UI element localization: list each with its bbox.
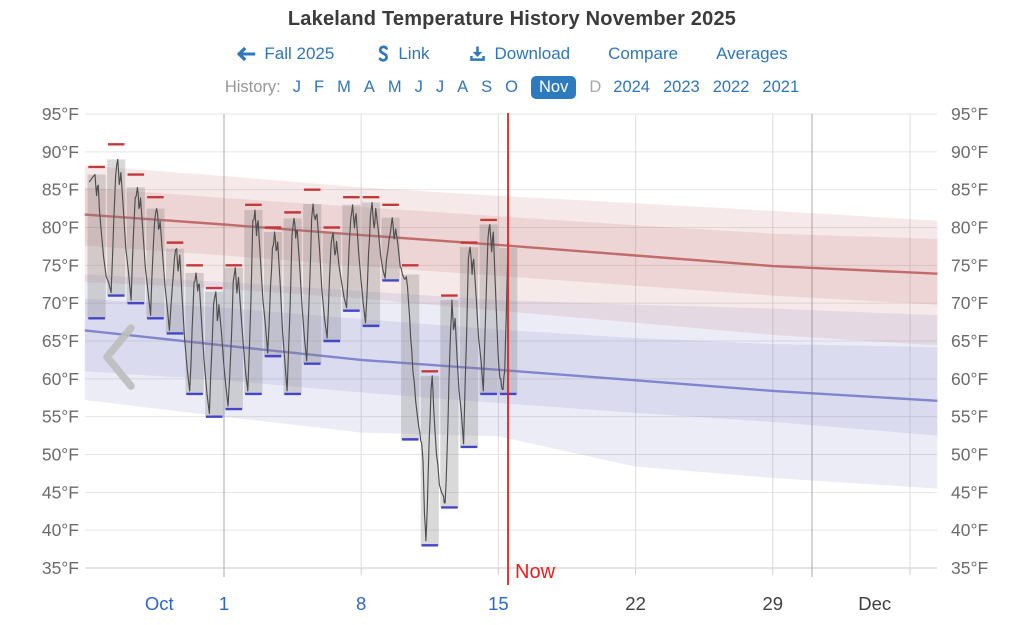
history-month-O-9[interactable]: O	[505, 78, 518, 96]
y-axis-label-left-75: 75°F	[42, 255, 79, 275]
y-axis-label-right-65: 65°F	[951, 331, 988, 351]
x-axis-label-15[interactable]: 15	[488, 593, 509, 614]
hourly-temperature-trace	[88, 158, 509, 542]
y-axis-label-right-85: 85°F	[951, 180, 988, 200]
history-month-A-7[interactable]: A	[457, 78, 469, 96]
back-arrow-icon	[236, 46, 256, 62]
history-month-A-3[interactable]: A	[363, 78, 375, 96]
daily-range-bar-Oct-30	[185, 272, 204, 394]
link-icon	[372, 45, 390, 64]
y-axis-label-left-65: 65°F	[42, 331, 79, 351]
low-temp-outer-band	[84, 274, 938, 489]
history-month-J-0[interactable]: J	[292, 78, 302, 96]
history-month-J-5[interactable]: J	[414, 78, 423, 96]
daily-range-bar-Oct-25	[87, 174, 106, 319]
history-months: J F M A M J J A S O Nov D	[292, 76, 602, 99]
history-month-D-11: D	[589, 78, 602, 96]
history-label: History:	[224, 78, 281, 96]
now-label: Now	[515, 561, 556, 583]
history-month-M-4[interactable]: M	[387, 78, 402, 96]
x-axis-label-22: 22	[625, 593, 646, 614]
link-label: Link	[398, 44, 430, 63]
daily-range-bar-Oct-31	[205, 291, 224, 417]
download-label: Download	[494, 44, 571, 63]
page-title: Lakeland Temperature History November 20…	[287, 8, 737, 30]
y-axis-label-right-35: 35°F	[951, 558, 988, 578]
averages-label: Averages	[716, 44, 788, 63]
y-axis-label-left-35: 35°F	[42, 558, 79, 578]
history-year-2024[interactable]: 2024	[613, 78, 650, 96]
daily-range-bar-Nov-2	[244, 210, 263, 394]
y-axis-label-right-60: 60°F	[951, 369, 988, 389]
average-low-line	[84, 329, 938, 402]
x-axis-label-1[interactable]: 1	[219, 593, 229, 614]
high-temp-outer-band	[84, 165, 938, 346]
x-axis-label-Oct[interactable]: Oct	[145, 593, 174, 614]
y-axis-label-left-50: 50°F	[42, 445, 79, 465]
daily-range-bar-Oct-26	[107, 159, 126, 296]
y-axis-label-right-50: 50°F	[951, 445, 988, 465]
daily-range-bar-Nov-12	[440, 300, 459, 508]
daily-range-bar-Nov-5	[303, 204, 322, 364]
history-month-Nov-10[interactable]: Nov	[531, 76, 577, 99]
y-axis-label-left-70: 70°F	[42, 293, 79, 313]
y-axis-label-right-55: 55°F	[951, 407, 988, 427]
x-axis-label-Dec: Dec	[858, 593, 891, 614]
prev-season-label: Fall 2025	[264, 44, 335, 63]
prev-season-link[interactable]: Fall 2025	[236, 44, 334, 64]
daily-range-bar-Nov-4	[283, 218, 302, 394]
compare-label: Compare	[608, 44, 679, 63]
y-axis-label-right-70: 70°F	[951, 293, 988, 313]
y-axis-label-left-95: 95°F	[42, 104, 79, 124]
link-button[interactable]: Link	[372, 44, 430, 64]
y-axis-label-left-60: 60°F	[42, 369, 79, 389]
daily-range-bar-Nov-10	[401, 274, 420, 440]
history-month-M-2[interactable]: M	[337, 78, 351, 96]
daily-range-bar-Nov-3	[263, 232, 283, 357]
y-axis-label-right-80: 80°F	[951, 218, 988, 238]
daily-range-bar-Nov-1	[224, 267, 243, 410]
history-year-2022[interactable]: 2022	[712, 78, 750, 96]
history-year-2023[interactable]: 2023	[662, 78, 700, 96]
toolbar: Fall 2025 Link Download Compare	[0, 44, 1024, 64]
y-axis-label-right-90: 90°F	[951, 142, 988, 162]
daily-range-bar-Nov-6	[322, 232, 341, 341]
y-axis-label-right-75: 75°F	[951, 255, 988, 275]
history-years: 2024 2023 2022 2021	[613, 78, 799, 97]
average-high-line	[84, 213, 938, 275]
download-button[interactable]: Download	[468, 44, 571, 64]
y-axis-label-right-45: 45°F	[951, 482, 988, 502]
prev-period-chevron-button[interactable]	[103, 324, 135, 390]
history-selector: History: J F M A M J J A S O Nov D 2024 2023 2022 2021	[0, 76, 1024, 99]
history-month-S-8[interactable]: S	[481, 78, 493, 96]
x-axis-label-29: 29	[763, 593, 784, 614]
y-axis-label-right-95: 95°F	[951, 104, 988, 124]
x-axis-label-8[interactable]: 8	[356, 593, 366, 614]
history-year-2021[interactable]: 2021	[762, 78, 800, 96]
y-axis-label-left-45: 45°F	[42, 482, 79, 502]
y-axis-label-left-85: 85°F	[42, 180, 79, 200]
daily-range-bar-Nov-14	[479, 224, 498, 394]
averages-link[interactable]: Averages	[716, 44, 788, 64]
download-icon	[468, 45, 487, 64]
compare-link[interactable]: Compare	[608, 44, 678, 64]
history-month-F-1[interactable]: F	[314, 78, 325, 96]
daily-range-bar-Oct-27	[126, 187, 145, 304]
y-axis-label-left-90: 90°F	[42, 142, 79, 162]
y-axis-label-right-40: 40°F	[951, 520, 988, 540]
daily-range-bar-Nov-7	[342, 204, 361, 311]
y-axis-label-left-80: 80°F	[42, 218, 79, 238]
history-month-J-6[interactable]: J	[435, 78, 445, 96]
low-temp-inner-band	[84, 298, 938, 436]
y-axis-label-left-55: 55°F	[42, 407, 79, 427]
y-axis-label-left-40: 40°F	[42, 520, 79, 540]
